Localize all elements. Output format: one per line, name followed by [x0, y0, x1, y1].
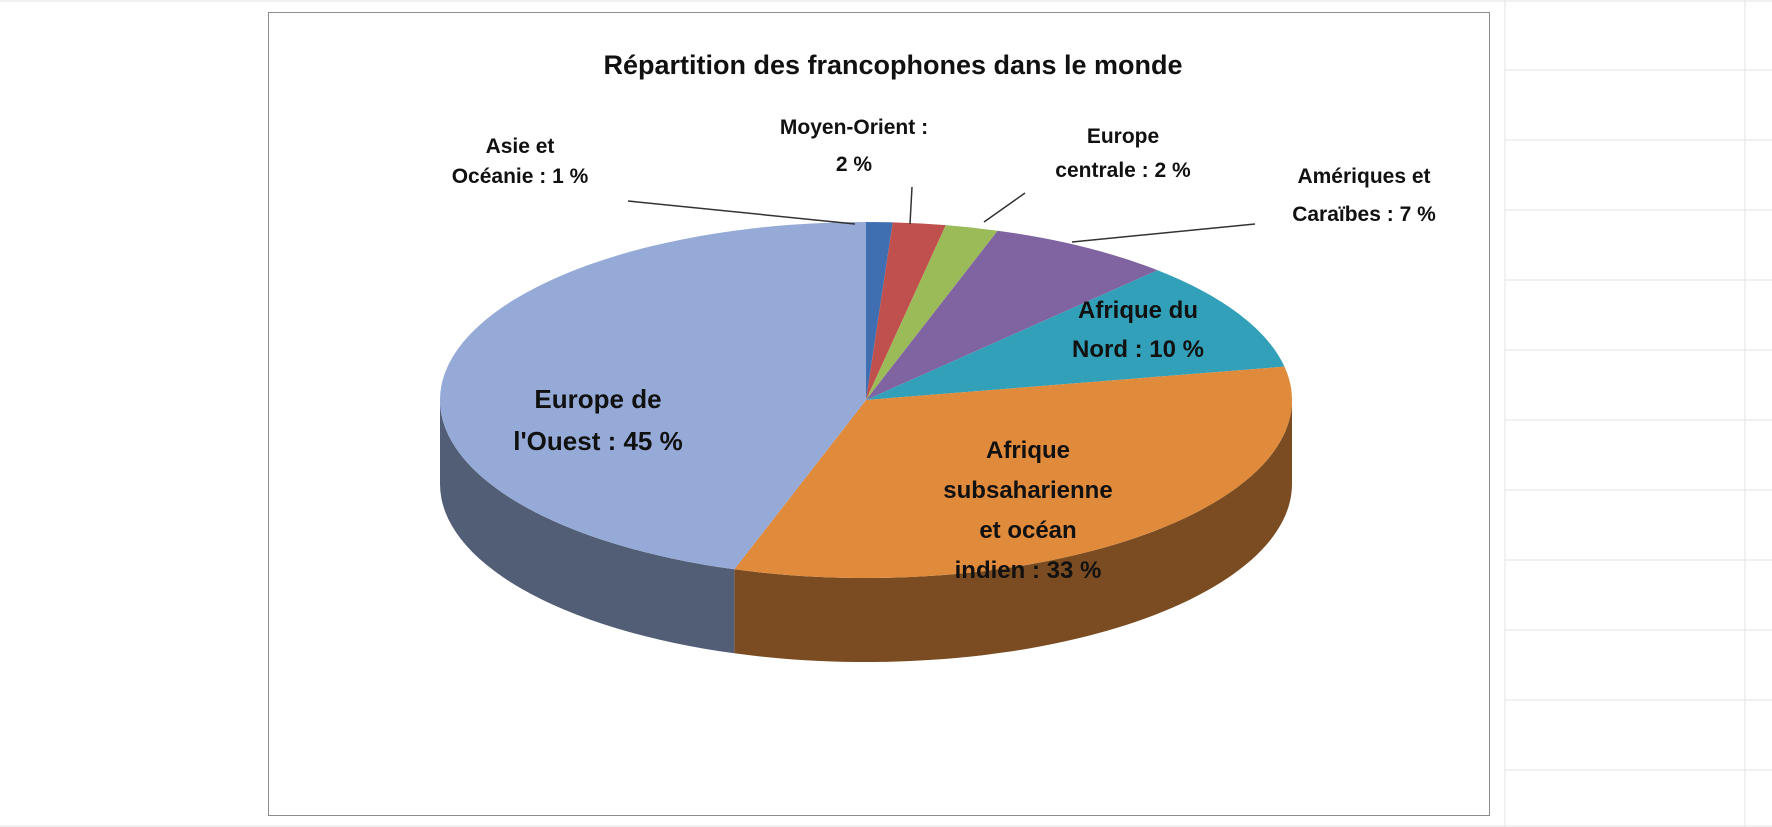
data-label-4: Afrique du Nord : 10 %	[1072, 297, 1204, 363]
data-label-1: Moyen-Orient :2 %	[780, 116, 928, 176]
pie-side-5	[734, 400, 1292, 662]
data-label-5: Afrique subsaharienne et océan indien : 33 …	[943, 437, 1112, 584]
pie-slice-5	[734, 366, 1292, 579]
leader-line-3	[1071, 223, 1256, 243]
pie-slice-6	[439, 222, 866, 570]
pie-slice-4	[866, 270, 1285, 400]
leader-line-0	[627, 200, 856, 225]
data-label-3: Amériques et Caraïbes : 7 %	[1292, 165, 1436, 226]
pie-slice-1	[866, 222, 946, 400]
leader-line-1	[909, 186, 913, 225]
pie-slice-0	[866, 222, 893, 400]
leader-line-2	[983, 192, 1026, 223]
data-label-0: Asie et Océanie : 1 %	[452, 135, 589, 188]
data-label-6: Europe de l'Ouest : 45 %	[513, 384, 682, 456]
chart-title: Répartition des francophones dans le mon…	[603, 50, 1182, 80]
data-label-2: Europe centrale : 2 %	[1055, 125, 1191, 182]
pie-slice-2	[866, 225, 998, 400]
pie-side-6	[440, 400, 735, 654]
pie-slice-3	[866, 230, 1158, 400]
